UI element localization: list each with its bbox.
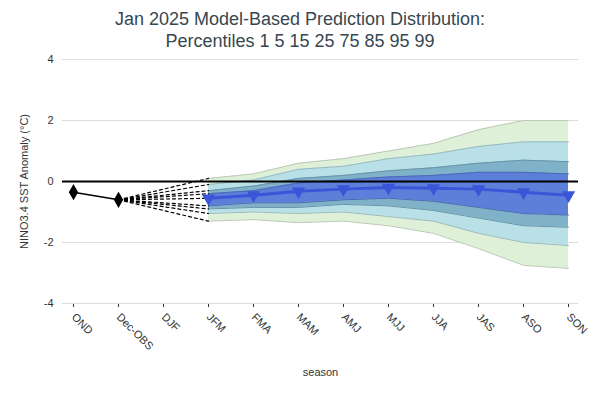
svg-text:MAM: MAM — [295, 311, 322, 338]
svg-text:JFM: JFM — [205, 311, 229, 335]
svg-text:ASO: ASO — [520, 311, 545, 336]
svg-text:OND: OND — [70, 311, 96, 337]
svg-text:FMA: FMA — [250, 311, 275, 336]
html-text:Jan 2025 Model-Based Predictio: Jan 2025 Model-Based Prediction Distribu… — [114, 9, 486, 29]
svg-text:JAS: JAS — [475, 311, 498, 334]
svg-text:4: 4 — [47, 53, 53, 65]
svg-text:2: 2 — [47, 114, 53, 126]
svg-text:-2: -2 — [44, 236, 54, 248]
svg-text:JJA: JJA — [430, 311, 452, 333]
svg-text:NINO3.4 SST Anomaly (°C): NINO3.4 SST Anomaly (°C) — [18, 114, 30, 249]
svg-text:DJF: DJF — [160, 311, 183, 334]
svg-text:season: season — [303, 366, 338, 378]
html-text:Percentiles 1 5 15 25 75 85 95: Percentiles 1 5 15 25 75 85 95 99 — [165, 31, 435, 51]
svg-text:SON: SON — [565, 311, 590, 336]
svg-text:Dec-OBS: Dec-OBS — [115, 311, 156, 352]
svg-text:MJJ: MJJ — [385, 311, 408, 334]
svg-text:AMJ: AMJ — [340, 311, 364, 335]
svg-text:0: 0 — [47, 175, 53, 187]
svg-text:-4: -4 — [44, 297, 54, 309]
